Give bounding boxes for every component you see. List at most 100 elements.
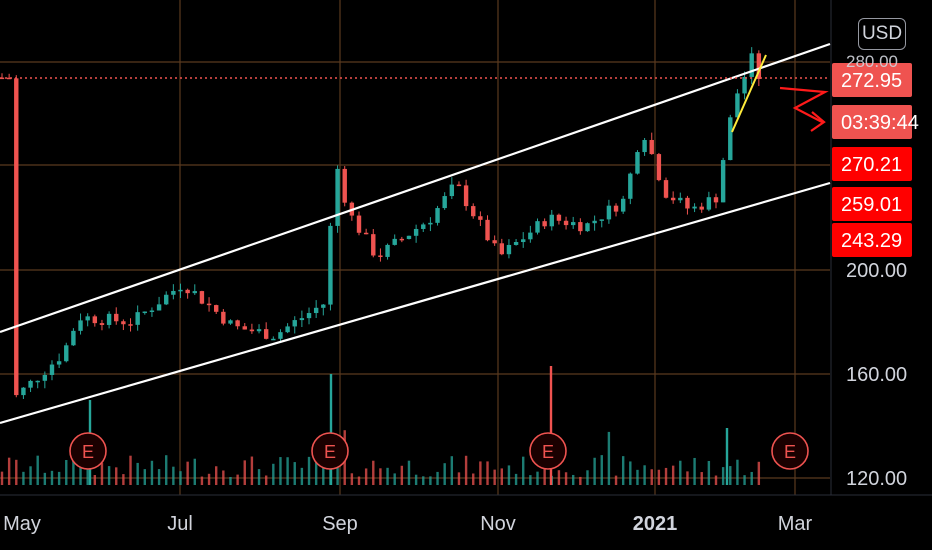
candle-body <box>742 76 747 94</box>
earnings-marker-3[interactable]: E <box>771 432 809 470</box>
candle-body <box>735 93 740 118</box>
volume-bar <box>600 455 603 485</box>
earnings-marker-label: E <box>784 442 796 462</box>
time-axis-label-1: Jul <box>167 513 193 535</box>
volume-bar <box>172 466 175 485</box>
price-tag-label: 03:39:44 <box>841 112 919 134</box>
volume-bar <box>536 471 539 485</box>
candle-body <box>235 320 240 327</box>
candle-body <box>635 152 640 174</box>
trend-channel[interactable] <box>0 42 831 425</box>
price-tag-bg <box>832 187 912 221</box>
volume-bar <box>736 459 739 485</box>
candle-body <box>114 313 119 322</box>
annotation-red-arrow[interactable] <box>779 86 829 123</box>
volume-bar <box>472 473 475 485</box>
candle-body <box>499 243 504 255</box>
volume-bar <box>129 455 132 485</box>
annotation-drawings[interactable] <box>731 54 829 133</box>
volume-bar <box>629 461 632 485</box>
volume-bar <box>479 461 482 485</box>
candle-body <box>121 321 126 325</box>
volume-bar <box>29 466 32 485</box>
earnings-marker-0[interactable]: E <box>69 432 107 470</box>
volume-bar <box>714 475 718 485</box>
annotation-red-arrowhead[interactable] <box>810 111 826 132</box>
volume-bar <box>50 470 54 485</box>
candle-body <box>85 316 90 321</box>
candle-body <box>71 330 76 346</box>
volume-bar <box>671 465 675 485</box>
volume-bar <box>529 475 532 485</box>
price-tag-bg <box>832 147 912 181</box>
volume-bar <box>686 471 689 485</box>
volume-bar <box>165 455 168 485</box>
time-axis-label-5: Mar <box>778 513 813 535</box>
time-axis[interactable]: May Jul Sep Nov 2021 Mar <box>3 513 812 535</box>
volume-bar <box>36 455 39 485</box>
volume-bar <box>15 459 18 485</box>
channel-upper-line[interactable] <box>0 42 831 334</box>
price-tag-bg <box>832 63 912 97</box>
candle-body <box>356 215 362 233</box>
volume-bar <box>215 466 218 485</box>
candle-body <box>78 320 83 331</box>
candle-body <box>728 117 733 161</box>
volume-bar <box>443 463 446 485</box>
earnings-marker-1[interactable]: E <box>311 432 349 470</box>
candle-body <box>185 289 190 294</box>
earnings-marker-2[interactable]: E <box>529 432 567 470</box>
volume-bar <box>493 469 496 485</box>
candle-body <box>321 304 326 308</box>
volume-bar <box>364 468 368 485</box>
time-axis-label-4: 2021 <box>633 513 678 535</box>
price-tag-3: 259.01 <box>832 187 912 221</box>
candle-body <box>306 313 312 319</box>
earnings-marker-circle <box>69 432 107 470</box>
candle-body <box>542 221 547 227</box>
candle-body <box>692 206 697 209</box>
candle-body <box>713 197 719 203</box>
candle-body <box>278 332 283 339</box>
price-axis-label-2: 200.00 <box>846 260 907 282</box>
price-axis[interactable]: 120.00 160.00 200.00 <box>846 260 907 490</box>
candle-body <box>649 139 654 155</box>
volume-bar <box>372 460 375 485</box>
price-tag-0: 272.95 <box>832 63 912 97</box>
candle-body <box>214 305 219 312</box>
candlesticks <box>0 47 762 399</box>
candle-body <box>164 294 169 305</box>
price-tag-label: 243.29 <box>841 230 902 252</box>
volume-bar <box>193 458 196 485</box>
volume-bar <box>179 471 182 485</box>
candle-body <box>178 289 183 292</box>
volume-bar <box>407 460 411 485</box>
candle-body <box>471 206 476 217</box>
volume-bar <box>450 456 454 485</box>
currency-button[interactable]: USD <box>858 18 906 50</box>
candle-body <box>456 184 462 187</box>
time-axis-label-2: Sep <box>322 513 358 535</box>
annotation-yellow-line[interactable] <box>731 54 767 133</box>
volume-bar <box>122 474 125 485</box>
volume-bar <box>307 456 311 485</box>
volume-bar <box>400 465 404 485</box>
candle-body <box>99 323 105 325</box>
earnings-marker-label: E <box>324 442 336 462</box>
volume-bar <box>414 474 418 485</box>
channel-lower-line[interactable] <box>0 181 831 425</box>
candle-body <box>521 239 526 243</box>
candle-body <box>56 361 62 365</box>
volume-bar <box>607 431 611 485</box>
volume-bar <box>636 469 639 485</box>
candle-body <box>413 228 419 236</box>
candle-body <box>128 324 133 326</box>
candle-body <box>28 380 33 388</box>
candle-body <box>442 196 447 209</box>
candle-body <box>206 303 212 306</box>
candle-body <box>678 197 683 201</box>
volume-bar <box>643 465 646 485</box>
earnings-marker-circle <box>311 432 349 470</box>
